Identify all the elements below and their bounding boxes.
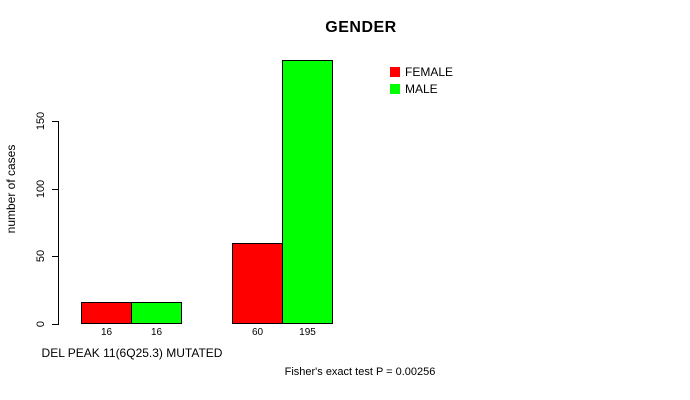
y-tick — [52, 188, 58, 190]
bar-male-group2 — [282, 60, 333, 324]
bar-female-group2 — [232, 242, 283, 324]
legend-label-male: MALE — [405, 82, 438, 96]
y-tick-label: 150 — [35, 111, 47, 131]
y-tick — [52, 324, 58, 325]
bar-value-label: 16 — [150, 327, 163, 338]
x-group-label: DEL PEAK 11(6Q25.3) MUTATED — [41, 346, 223, 360]
y-tick — [52, 121, 58, 122]
legend-swatch-female — [390, 67, 400, 77]
bar-value-label: 195 — [299, 327, 316, 338]
y-tick-label: 50 — [35, 250, 47, 263]
bar-value-label: 60 — [251, 327, 264, 338]
legend-item-male: MALE — [390, 82, 453, 96]
bar-male-group1 — [131, 302, 182, 324]
y-tick-label: 0 — [35, 320, 47, 328]
bar-value-label: 16 — [100, 327, 113, 338]
y-tick-label: 100 — [35, 179, 47, 198]
legend-item-female: FEMALE — [390, 65, 453, 79]
y-tick — [52, 256, 58, 258]
legend: FEMALE MALE — [390, 65, 453, 96]
bar-female-group1 — [81, 302, 132, 324]
legend-label-female: FEMALE — [405, 65, 454, 79]
y-axis-line — [58, 121, 59, 325]
chart-title: GENDER — [325, 19, 397, 36]
fisher-test-annotation: Fisher's exact test P = 0.00256 — [284, 366, 436, 378]
legend-swatch-male — [390, 84, 400, 94]
